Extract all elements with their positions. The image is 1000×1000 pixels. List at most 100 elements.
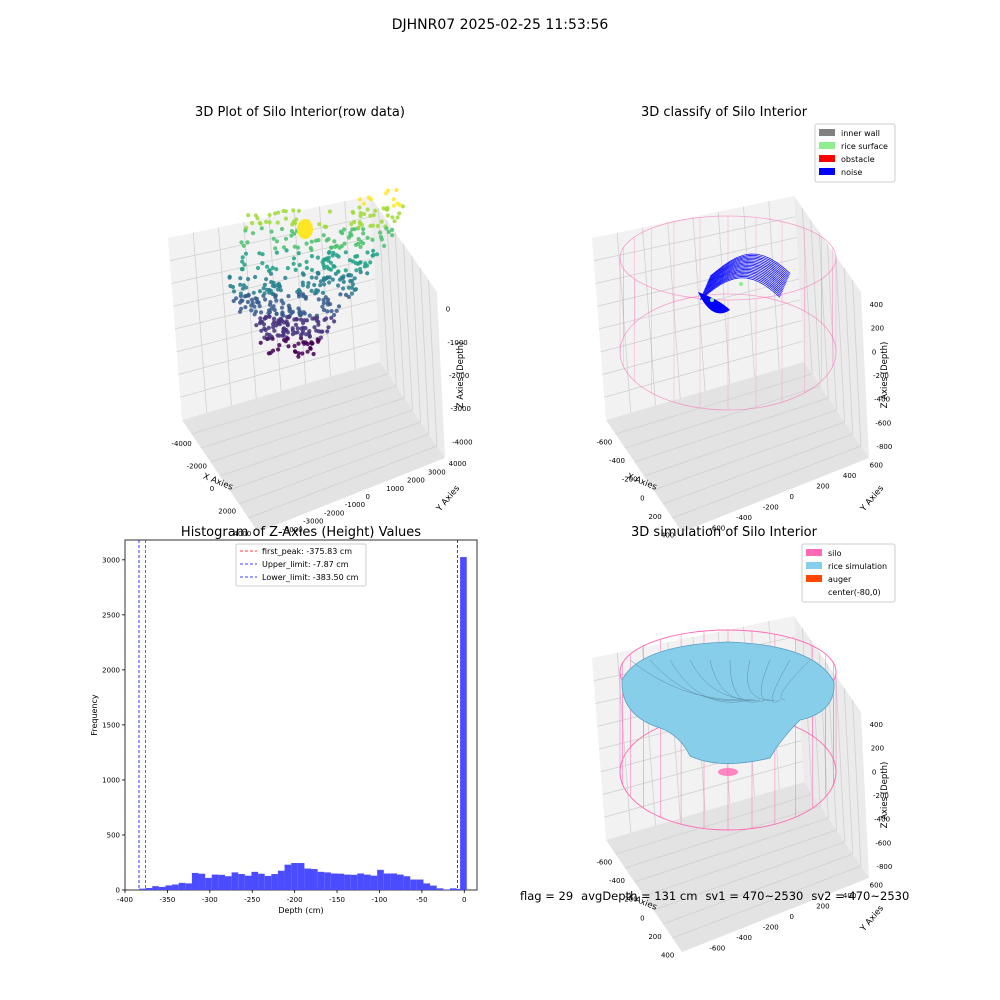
- y-tick-label: -600: [709, 525, 725, 533]
- data-point: [234, 296, 239, 301]
- data-point: [269, 229, 274, 234]
- data-point: [250, 221, 255, 226]
- data-point: [293, 322, 299, 327]
- sv2-text: sv2 = 470~2530: [811, 889, 910, 903]
- data-point: [341, 286, 346, 291]
- avg-depth-text: avgDepth = 131 cm: [581, 889, 698, 903]
- data-point: [353, 242, 359, 247]
- x-tick-label: 0: [640, 494, 644, 502]
- data-point: [306, 331, 312, 336]
- legend-swatch: [819, 155, 835, 162]
- data-point: [276, 347, 281, 352]
- data-point: [307, 313, 312, 318]
- chart-title: 3D simulation of Silo Interior: [631, 525, 818, 540]
- data-point: [241, 283, 246, 288]
- data-point: [361, 227, 366, 232]
- data-point: [284, 328, 289, 333]
- grid-line: [602, 320, 802, 375]
- data-point: [350, 282, 356, 287]
- x-tick-label: 2000: [218, 507, 236, 515]
- x-tick-label: -600: [596, 438, 612, 446]
- data-point: [264, 277, 269, 282]
- grid-line: [818, 231, 829, 399]
- z-tick-label: -600: [875, 419, 891, 427]
- data-point: [324, 224, 329, 229]
- legend-label: rice simulation: [828, 562, 887, 571]
- legend-box: [814, 123, 896, 183]
- floor-pane: [182, 362, 445, 532]
- data-point: [281, 245, 287, 250]
- data-point: [267, 220, 272, 225]
- grid-line: [835, 675, 846, 843]
- data-point: [385, 213, 390, 218]
- data-point: [348, 230, 353, 235]
- z-tick-label: 0: [872, 348, 876, 356]
- data-point: [281, 332, 286, 337]
- data-point: [316, 322, 321, 327]
- z-tick-label: -200: [873, 792, 889, 800]
- data-point: [309, 239, 314, 244]
- data-point: [331, 250, 336, 255]
- grid-line: [598, 278, 800, 330]
- data-point: [291, 256, 297, 261]
- data-point: [279, 298, 284, 303]
- z-tick-label: -200: [873, 372, 889, 380]
- data-point: [346, 285, 351, 290]
- data-point: [306, 281, 311, 286]
- data-point: [264, 287, 270, 292]
- legend-swatch: [819, 129, 835, 136]
- data-point: [365, 207, 370, 212]
- data-point: [241, 243, 246, 248]
- data-point: [295, 326, 300, 331]
- noise-stroke: [703, 267, 785, 291]
- floor-pane: [606, 362, 869, 532]
- data-point: [370, 223, 375, 228]
- y-tick-label: 0: [790, 913, 794, 921]
- histogram-bar: [460, 557, 467, 890]
- data-point: [378, 230, 383, 235]
- data-point: [252, 304, 257, 309]
- legend-label: silo: [828, 549, 842, 558]
- data-point: [264, 219, 269, 224]
- legend-label: auger: [828, 575, 852, 584]
- histogram-bar: [317, 871, 325, 890]
- data-point: [323, 277, 328, 282]
- noise-cluster: [698, 292, 730, 314]
- z-tick-label: -800: [876, 443, 892, 451]
- data-point: [240, 259, 245, 264]
- data-point: [373, 208, 378, 213]
- grid-line: [852, 699, 862, 867]
- data-point: [284, 248, 289, 253]
- data-point: [268, 300, 273, 305]
- footer-stats: flag = 29 avgDepth = 131 cm sv1 = 470~2530…: [520, 889, 917, 903]
- data-point: [316, 238, 321, 243]
- data-point: [242, 262, 247, 267]
- grid-line: [344, 201, 356, 370]
- data-point: [271, 325, 276, 330]
- histogram-bar: [397, 874, 404, 890]
- data-point: [309, 247, 314, 252]
- histogram-bar: [436, 888, 444, 890]
- histogram-bar: [185, 883, 192, 890]
- data-point: [286, 344, 291, 349]
- floor-pane: [606, 782, 869, 952]
- data-point: [238, 282, 243, 287]
- data-point: [295, 245, 301, 250]
- surface-mesh: [649, 659, 746, 701]
- data-point: [312, 282, 317, 288]
- histogram-bar: [277, 870, 285, 890]
- data-point: [321, 297, 326, 303]
- data-point: [340, 276, 345, 281]
- x-tick-label: -350: [159, 896, 175, 904]
- data-point: [272, 307, 277, 313]
- z-tick-label: 200: [871, 325, 884, 333]
- data-point: [281, 208, 286, 214]
- histogram-bar: [350, 874, 358, 890]
- rice-point: [710, 298, 714, 302]
- chart-title: 3D classify of Silo Interior: [641, 105, 808, 120]
- data-point: [332, 239, 337, 244]
- data-point: [349, 273, 354, 278]
- data-point: [244, 293, 249, 299]
- y-tick-label: -600: [709, 945, 725, 953]
- histogram-bar: [443, 889, 450, 890]
